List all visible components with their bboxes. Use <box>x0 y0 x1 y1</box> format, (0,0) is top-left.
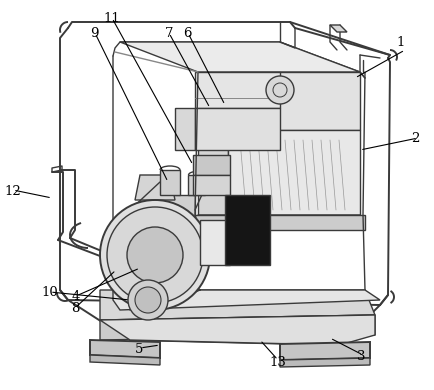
Polygon shape <box>174 108 194 150</box>
Polygon shape <box>193 175 230 195</box>
Polygon shape <box>100 315 374 345</box>
Text: 2: 2 <box>410 132 419 145</box>
Polygon shape <box>130 210 160 280</box>
Polygon shape <box>113 290 379 310</box>
Polygon shape <box>200 220 230 265</box>
Polygon shape <box>160 170 180 195</box>
Text: 8: 8 <box>70 301 79 315</box>
Circle shape <box>100 200 210 310</box>
Text: 12: 12 <box>5 184 21 198</box>
Circle shape <box>107 207 203 303</box>
Polygon shape <box>194 72 279 108</box>
Polygon shape <box>120 42 359 72</box>
Polygon shape <box>90 340 160 358</box>
Text: 10: 10 <box>42 286 58 299</box>
Polygon shape <box>193 155 230 175</box>
Polygon shape <box>224 195 270 265</box>
Text: 1: 1 <box>395 36 404 50</box>
Polygon shape <box>197 130 227 215</box>
Polygon shape <box>100 315 374 340</box>
Polygon shape <box>227 130 359 215</box>
Text: 11: 11 <box>103 12 119 25</box>
Text: 6: 6 <box>182 27 191 40</box>
Polygon shape <box>194 215 364 230</box>
Polygon shape <box>279 342 369 360</box>
Circle shape <box>265 76 293 104</box>
Circle shape <box>128 280 168 320</box>
Polygon shape <box>187 175 204 195</box>
Polygon shape <box>90 355 160 365</box>
Polygon shape <box>329 25 346 32</box>
Polygon shape <box>135 175 174 200</box>
Text: 5: 5 <box>135 342 143 356</box>
Polygon shape <box>100 290 374 320</box>
Polygon shape <box>279 358 369 367</box>
Circle shape <box>135 287 161 313</box>
Text: 9: 9 <box>90 27 99 40</box>
Text: 13: 13 <box>269 356 285 369</box>
Polygon shape <box>194 108 279 150</box>
Circle shape <box>127 227 183 283</box>
Text: 7: 7 <box>164 27 173 40</box>
Text: 4: 4 <box>72 290 80 303</box>
Text: 3: 3 <box>356 350 365 363</box>
Polygon shape <box>155 195 194 285</box>
Polygon shape <box>227 72 359 130</box>
